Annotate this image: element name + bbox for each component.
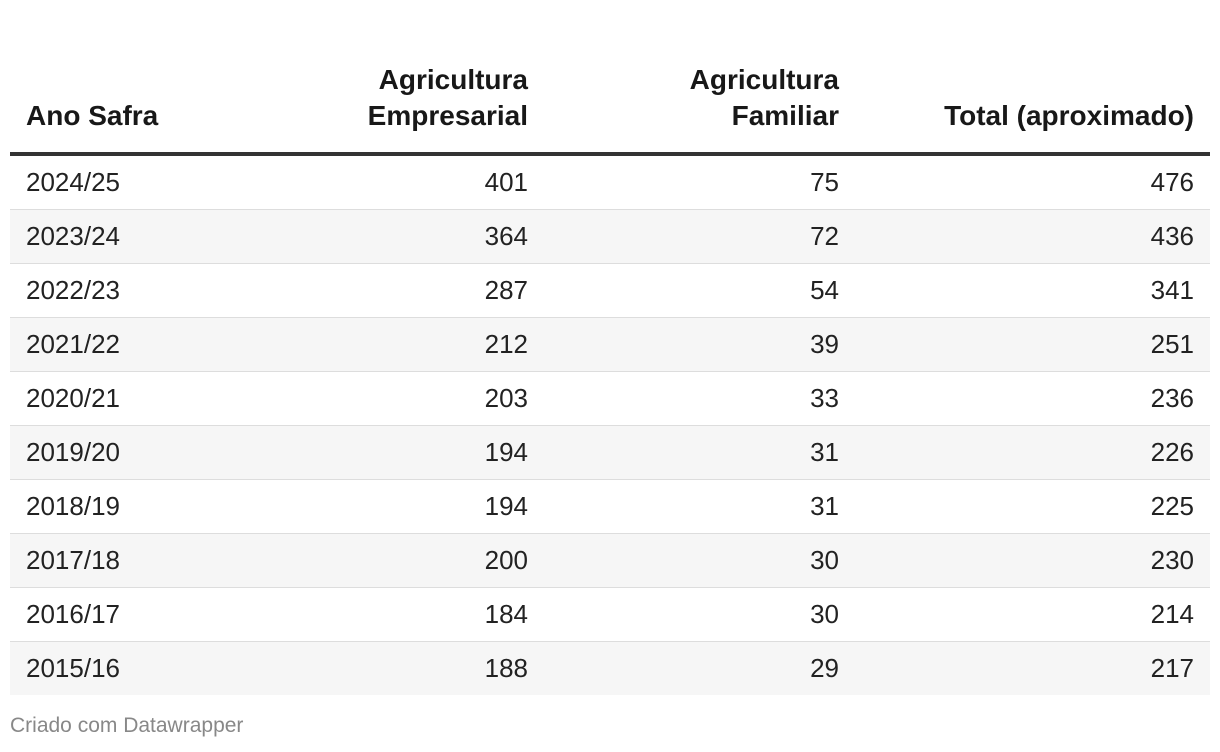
cell-agricultura-empresarial: 364 [210,209,544,264]
cell-agricultura-empresarial: 194 [210,479,544,534]
cell-ano-safra: 2023/24 [10,209,210,264]
column-header-ano-safra: Ano Safra [10,40,210,156]
table-row: 2017/18 200 30 230 [10,533,1210,588]
cell-total: 230 [855,533,1210,588]
cell-total: 251 [855,317,1210,372]
cell-ano-safra: 2017/18 [10,533,210,588]
table-row: 2022/23 287 54 341 [10,263,1210,318]
cell-ano-safra: 2016/17 [10,587,210,642]
data-table: Ano Safra Agricultura Empresarial Agricultu… [10,40,1210,695]
cell-agricultura-familiar: 31 [544,425,855,480]
cell-agricultura-familiar: 30 [544,533,855,588]
cell-ano-safra: 2018/19 [10,479,210,534]
cell-ano-safra: 2015/16 [10,641,210,695]
table-row: 2021/22 212 39 251 [10,317,1210,372]
column-header-total: Total (aproximado) [855,40,1210,156]
cell-agricultura-empresarial: 200 [210,533,544,588]
cell-agricultura-familiar: 72 [544,209,855,264]
cell-ano-safra: 2024/25 [10,154,210,210]
cell-total: 226 [855,425,1210,480]
cell-total: 236 [855,371,1210,426]
column-header-line: Agricultura [689,64,839,95]
table-row: 2023/24 364 72 436 [10,209,1210,264]
cell-agricultura-empresarial: 401 [210,154,544,210]
table-header: Ano Safra Agricultura Empresarial Agricultu… [10,40,1210,156]
cell-ano-safra: 2019/20 [10,425,210,480]
cell-agricultura-familiar: 39 [544,317,855,372]
cell-agricultura-empresarial: 203 [210,371,544,426]
table-row: 2016/17 184 30 214 [10,587,1210,642]
cell-agricultura-empresarial: 287 [210,263,544,318]
column-header-line: Agricultura [378,64,528,95]
cell-total: 225 [855,479,1210,534]
cell-ano-safra: 2020/21 [10,371,210,426]
table-row: 2020/21 203 33 236 [10,371,1210,426]
table-row: 2018/19 194 31 225 [10,479,1210,534]
cell-ano-safra: 2021/22 [10,317,210,372]
table-row: 2019/20 194 31 226 [10,425,1210,480]
cell-ano-safra: 2022/23 [10,263,210,318]
column-header-agricultura-empresarial: Agricultura Empresarial [210,40,544,156]
cell-total: 217 [855,641,1210,695]
column-header-line: Familiar [731,100,839,131]
cell-agricultura-familiar: 75 [544,154,855,210]
table-body: 2024/25 401 75 476 2023/24 364 72 436 2022/23 287… [10,154,1210,695]
column-header-line: Total (aproximado) [944,100,1194,131]
cell-agricultura-familiar: 30 [544,587,855,642]
cell-agricultura-familiar: 54 [544,263,855,318]
cell-agricultura-familiar: 29 [544,641,855,695]
column-header-line: Empresarial [367,100,528,131]
cell-agricultura-empresarial: 184 [210,587,544,642]
cell-agricultura-familiar: 33 [544,371,855,426]
cell-total: 476 [855,154,1210,210]
data-table-container: Ano Safra Agricultura Empresarial Agricultu… [10,40,1210,695]
column-header-line: Ano Safra [26,100,159,131]
cell-total: 214 [855,587,1210,642]
cell-total: 341 [855,263,1210,318]
cell-agricultura-familiar: 31 [544,479,855,534]
cell-agricultura-empresarial: 212 [210,317,544,372]
cell-agricultura-empresarial: 194 [210,425,544,480]
cell-agricultura-empresarial: 188 [210,641,544,695]
table-row: 2015/16 188 29 217 [10,641,1210,695]
table-row: 2024/25 401 75 476 [10,154,1210,210]
footer-credit: Criado com Datawrapper [10,714,244,737]
cell-total: 436 [855,209,1210,264]
column-header-agricultura-familiar: Agricultura Familiar [544,40,855,156]
header-row: Ano Safra Agricultura Empresarial Agricultu… [10,40,1210,156]
